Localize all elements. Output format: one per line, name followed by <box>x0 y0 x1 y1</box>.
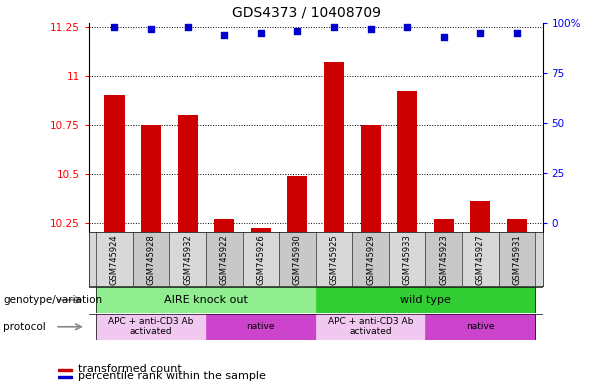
Point <box>329 24 339 30</box>
Bar <box>433 218 454 232</box>
Bar <box>507 218 527 232</box>
Bar <box>96 232 133 286</box>
Point <box>256 30 265 36</box>
Text: APC + anti-CD3 Ab
activated: APC + anti-CD3 Ab activated <box>109 317 194 336</box>
Bar <box>352 232 389 286</box>
Text: APC + anti-CD3 Ab
activated: APC + anti-CD3 Ab activated <box>328 317 413 336</box>
Text: AIRE knock out: AIRE knock out <box>164 295 248 305</box>
Text: GSM745928: GSM745928 <box>147 234 156 285</box>
Bar <box>58 369 72 371</box>
Point <box>366 26 376 32</box>
Bar <box>287 175 308 232</box>
Bar <box>178 115 198 232</box>
Bar <box>206 232 243 286</box>
Text: wild type: wild type <box>400 295 451 305</box>
Bar <box>96 314 206 340</box>
Text: GSM745929: GSM745929 <box>366 234 375 285</box>
Bar <box>133 232 169 286</box>
Bar <box>279 232 316 286</box>
Text: native: native <box>466 322 495 331</box>
Bar <box>214 218 234 232</box>
Text: GSM745925: GSM745925 <box>329 234 338 285</box>
Text: GSM745923: GSM745923 <box>440 234 448 285</box>
Bar <box>425 314 535 340</box>
Text: GSM745922: GSM745922 <box>219 234 229 285</box>
Bar <box>104 95 124 232</box>
Text: GSM745926: GSM745926 <box>256 234 265 285</box>
Text: GSM745927: GSM745927 <box>476 234 485 285</box>
Text: GSM745931: GSM745931 <box>512 234 522 285</box>
Bar <box>462 232 498 286</box>
Bar <box>141 125 161 232</box>
Bar <box>360 125 381 232</box>
Bar <box>425 232 462 286</box>
Point <box>219 32 229 38</box>
Point <box>110 24 120 30</box>
Text: genotype/variation: genotype/variation <box>3 295 102 305</box>
Point <box>439 34 449 40</box>
Text: GSM745932: GSM745932 <box>183 234 192 285</box>
Bar <box>251 228 271 232</box>
Bar <box>470 201 490 232</box>
Point <box>402 24 412 30</box>
Bar <box>206 314 316 340</box>
Text: GSM745930: GSM745930 <box>293 234 302 285</box>
Point <box>512 30 522 36</box>
Bar <box>316 287 535 313</box>
Text: protocol: protocol <box>3 322 46 332</box>
Point <box>476 30 485 36</box>
Bar <box>96 287 316 313</box>
Text: GDS4373 / 10408709: GDS4373 / 10408709 <box>232 6 381 20</box>
Bar <box>316 314 425 340</box>
Bar <box>243 232 279 286</box>
Point <box>183 24 192 30</box>
Bar <box>397 91 417 232</box>
Text: GSM745933: GSM745933 <box>403 234 412 285</box>
Bar <box>324 62 344 232</box>
Bar <box>316 232 352 286</box>
Bar <box>58 376 72 377</box>
Point <box>292 28 302 34</box>
Text: transformed count: transformed count <box>77 364 181 374</box>
Bar <box>498 232 535 286</box>
Bar <box>169 232 206 286</box>
Text: percentile rank within the sample: percentile rank within the sample <box>77 371 265 381</box>
Text: GSM745924: GSM745924 <box>110 234 119 285</box>
Bar <box>389 232 425 286</box>
Point <box>146 26 156 32</box>
Text: native: native <box>246 322 275 331</box>
